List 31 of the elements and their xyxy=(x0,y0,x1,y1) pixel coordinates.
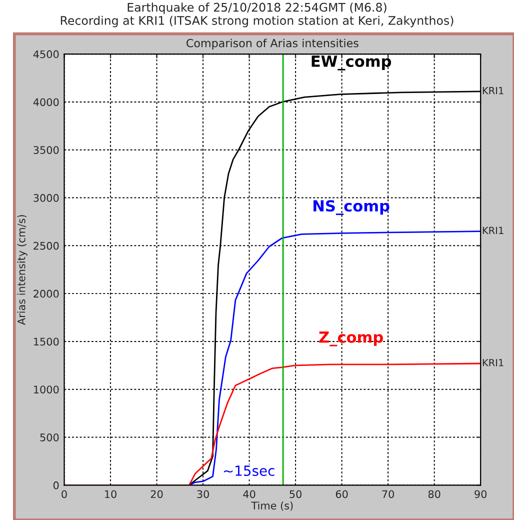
x-axis-title: Time (s) xyxy=(251,501,293,511)
y-tick-label: 3500 xyxy=(34,146,59,154)
x-tick-label: 50 xyxy=(290,490,302,498)
x-tick-label: 20 xyxy=(150,490,163,498)
text: KRI1 xyxy=(482,226,504,234)
y-axis-title: Arias intensity (cm/s) xyxy=(17,215,28,325)
series-label: Z_comp xyxy=(319,332,383,346)
text: KRI1 xyxy=(482,359,504,366)
y-tick-label: 0 xyxy=(53,481,59,490)
series-label: EW_comp xyxy=(312,56,392,70)
y-tick-label: 2000 xyxy=(34,290,59,298)
chart-title: Earthquake of 25/10/2018 22:54GMT (M6.8) Recording at KRI1 (ITSAK strong motion station at Keri, Zakynthos) xyxy=(60,2,454,28)
y-tick-label: 4500 xyxy=(33,50,59,58)
y-tick-label: 2500 xyxy=(34,242,59,250)
x-tick-label: 30 xyxy=(197,490,209,498)
x-tick-label: 80 xyxy=(428,490,440,498)
y-tick-label: 3000 xyxy=(34,194,59,202)
text: KRI1 xyxy=(482,87,504,94)
y-tick-label: 1500 xyxy=(34,338,59,346)
y-tick-label: 4000 xyxy=(33,98,59,106)
annotation: ~15sec xyxy=(224,466,274,476)
x-tick-label: 40 xyxy=(243,490,256,498)
y-tick-label: 1000 xyxy=(34,386,59,394)
x-tick-label: 90 xyxy=(474,490,487,498)
chart-subtitle: Comparison of Arias intensities xyxy=(186,38,358,50)
y-tick-label: 500 xyxy=(40,433,59,442)
series-label: NS_comp xyxy=(314,200,390,216)
x-tick-label: 0 xyxy=(62,490,67,498)
x-tick-label: 70 xyxy=(382,490,394,498)
x-tick-label: 60 xyxy=(336,490,348,498)
x-tick-label: 10 xyxy=(105,490,116,498)
